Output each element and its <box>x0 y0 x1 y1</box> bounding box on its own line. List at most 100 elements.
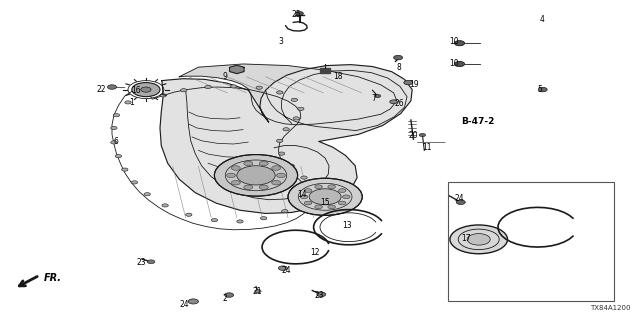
Circle shape <box>304 189 312 193</box>
Circle shape <box>390 100 397 104</box>
Circle shape <box>132 83 160 97</box>
Circle shape <box>276 173 285 178</box>
Polygon shape <box>179 64 397 125</box>
Circle shape <box>115 155 122 158</box>
Circle shape <box>450 225 508 254</box>
Circle shape <box>296 12 303 15</box>
Text: 19: 19 <box>410 80 419 89</box>
Text: 10: 10 <box>449 37 459 46</box>
Circle shape <box>456 200 465 204</box>
Text: 16: 16 <box>131 86 141 95</box>
Circle shape <box>298 107 304 110</box>
Circle shape <box>328 205 335 209</box>
Circle shape <box>259 185 268 189</box>
Text: 3: 3 <box>278 37 284 46</box>
Circle shape <box>186 213 192 216</box>
Text: 7: 7 <box>371 94 376 103</box>
Text: 25: 25 <box>291 10 301 19</box>
Text: 21: 21 <box>253 287 262 296</box>
Circle shape <box>315 185 323 189</box>
Circle shape <box>211 219 218 222</box>
Text: TX84A1200: TX84A1200 <box>590 305 630 311</box>
Circle shape <box>122 168 128 171</box>
Circle shape <box>339 189 346 193</box>
Polygon shape <box>160 65 412 213</box>
Bar <box>448 182 614 301</box>
Text: 18: 18 <box>333 72 342 81</box>
Circle shape <box>162 204 168 207</box>
Circle shape <box>214 155 298 196</box>
Circle shape <box>278 152 285 155</box>
Text: 1: 1 <box>130 98 134 107</box>
Text: B-47-2: B-47-2 <box>461 117 494 126</box>
Circle shape <box>300 195 308 199</box>
Circle shape <box>113 114 120 117</box>
Text: 10: 10 <box>449 60 459 68</box>
Circle shape <box>283 128 289 131</box>
Circle shape <box>454 41 465 46</box>
Circle shape <box>278 266 287 270</box>
Circle shape <box>147 260 155 264</box>
Text: 6: 6 <box>113 137 118 146</box>
Circle shape <box>259 161 268 166</box>
Circle shape <box>317 292 326 297</box>
Circle shape <box>188 299 198 304</box>
Circle shape <box>342 195 350 199</box>
Circle shape <box>138 89 144 92</box>
Circle shape <box>272 180 281 185</box>
Circle shape <box>230 85 237 88</box>
Circle shape <box>454 61 465 67</box>
Text: 9: 9 <box>222 72 227 81</box>
Circle shape <box>272 166 281 170</box>
Circle shape <box>288 178 362 215</box>
Circle shape <box>291 98 298 101</box>
Circle shape <box>237 166 275 185</box>
Text: 11: 11 <box>422 143 432 152</box>
Circle shape <box>160 94 166 97</box>
Text: 23: 23 <box>136 258 146 267</box>
Circle shape <box>227 173 236 178</box>
Circle shape <box>419 133 426 137</box>
Circle shape <box>131 181 138 184</box>
Text: 26: 26 <box>395 100 404 108</box>
Circle shape <box>237 220 243 223</box>
Circle shape <box>141 87 151 92</box>
Circle shape <box>231 166 240 170</box>
Circle shape <box>144 193 150 196</box>
Text: 2: 2 <box>223 294 227 303</box>
Circle shape <box>282 210 288 213</box>
Circle shape <box>244 161 253 166</box>
Circle shape <box>255 290 261 293</box>
Text: 24: 24 <box>179 300 189 309</box>
Circle shape <box>180 89 187 92</box>
Text: 20: 20 <box>408 132 418 140</box>
Circle shape <box>309 189 341 205</box>
Circle shape <box>276 139 283 142</box>
Circle shape <box>374 94 381 98</box>
Circle shape <box>538 87 547 92</box>
Circle shape <box>306 188 312 192</box>
Text: 23: 23 <box>315 291 324 300</box>
Circle shape <box>394 55 403 60</box>
Text: 22: 22 <box>96 85 106 94</box>
Circle shape <box>231 180 240 185</box>
Polygon shape <box>230 65 244 74</box>
Circle shape <box>260 217 267 220</box>
Circle shape <box>276 91 283 94</box>
Text: 15: 15 <box>320 198 330 207</box>
Text: 13: 13 <box>342 221 352 230</box>
Circle shape <box>256 86 262 89</box>
Circle shape <box>301 176 307 179</box>
Circle shape <box>125 101 131 104</box>
Bar <box>320 68 330 73</box>
Circle shape <box>244 185 253 189</box>
Text: 24: 24 <box>454 194 464 203</box>
Circle shape <box>205 85 211 89</box>
Text: FR.: FR. <box>44 273 61 283</box>
Text: 17: 17 <box>461 234 470 243</box>
Circle shape <box>315 205 323 209</box>
Text: 5: 5 <box>538 85 543 94</box>
Circle shape <box>111 141 117 144</box>
Text: 8: 8 <box>397 63 401 72</box>
Circle shape <box>293 117 300 120</box>
